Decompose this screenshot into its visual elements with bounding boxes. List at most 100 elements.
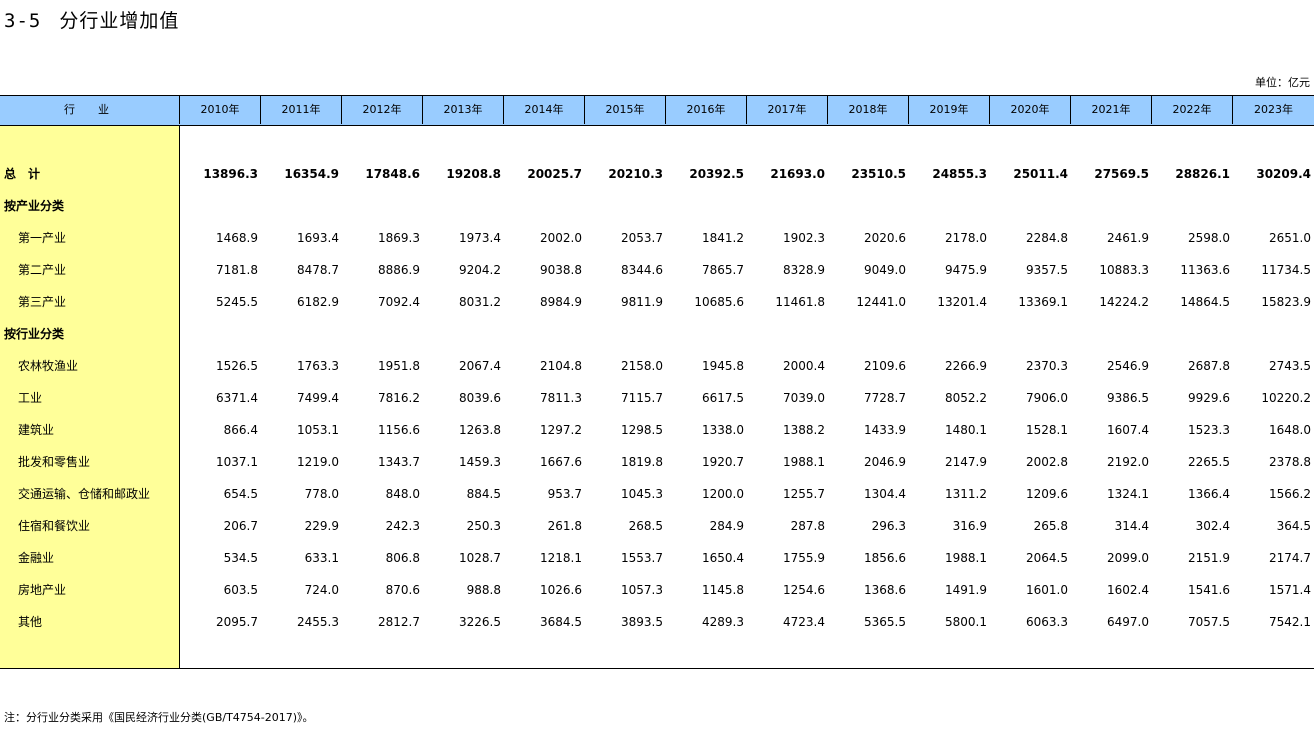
table-cell: 314.4 (1114, 519, 1149, 533)
table-cell: 8886.9 (378, 263, 420, 277)
table-cell: 1553.7 (621, 551, 663, 565)
table-cell: 6497.0 (1107, 615, 1149, 629)
table-cell: 8344.6 (621, 263, 663, 277)
table-cell: 2812.7 (378, 615, 420, 629)
header-year: 2018年 (828, 96, 909, 124)
table-row: 第二产业 7181.8 8478.7 8886.9 9204.2 9038.8 8344.6… (0, 260, 1314, 280)
table-cell: 1366.4 (1188, 487, 1230, 501)
table-cell: 848.0 (385, 487, 420, 501)
table-cell: 250.3 (466, 519, 501, 533)
table-cell: 1988.1 (783, 455, 825, 469)
table-cell: 1920.7 (702, 455, 744, 469)
table-row: 农林牧渔业 1526.5 1763.3 1951.8 2067.4 2104.8 2158.… (0, 356, 1314, 376)
table-cell: 268.5 (628, 519, 663, 533)
row-label: 房地产业 (18, 583, 67, 597)
table-cell: 9357.5 (1026, 263, 1068, 277)
table-cell: 9929.6 (1188, 391, 1230, 405)
table-cell: 633.1 (304, 551, 339, 565)
table-cell: 1601.0 (1026, 583, 1068, 597)
table-cell: 2178.0 (945, 231, 987, 245)
table-cell: 2067.4 (459, 359, 501, 373)
table-row: 第一产业 1468.9 1693.4 1869.3 1973.4 2002.0 2053.7… (0, 228, 1314, 248)
table-row: 批发和零售业 1037.1 1219.0 1343.7 1459.3 1667.6 1819… (0, 452, 1314, 472)
table-cell: 3226.5 (459, 615, 501, 629)
table-row: 工业 6371.4 7499.4 7816.2 8039.6 7811.3 7115.7 66… (0, 388, 1314, 408)
table-cell: 206.7 (223, 519, 258, 533)
table-cell: 1254.6 (783, 583, 825, 597)
table-cell: 1988.1 (945, 551, 987, 565)
table-cell: 1045.3 (621, 487, 663, 501)
table-row: 房地产业 603.5 724.0 870.6 988.8 1026.6 1057.3 1145… (0, 580, 1314, 600)
table-cell: 1650.4 (702, 551, 744, 565)
row-label: 第三产业 (18, 295, 67, 309)
table-cell: 7865.7 (702, 263, 744, 277)
table-cell: 261.8 (547, 519, 582, 533)
header-year: 2020年 (990, 96, 1071, 124)
table-cell: 3684.5 (540, 615, 582, 629)
table-row: 总 计 13896.3 16354.9 17848.6 19208.8 20025.7 20… (0, 164, 1314, 184)
row-label: 第一产业 (18, 231, 67, 245)
table-cell: 6182.9 (297, 295, 339, 309)
table-bottom-border (0, 668, 1314, 669)
table-cell: 9038.8 (540, 263, 582, 277)
table-cell: 229.9 (304, 519, 339, 533)
table-cell: 870.6 (385, 583, 420, 597)
table-cell: 8984.9 (540, 295, 582, 309)
table-cell: 1304.4 (864, 487, 906, 501)
table-cell: 13201.4 (937, 295, 987, 309)
table-cell: 1841.2 (702, 231, 744, 245)
table-cell: 7115.7 (621, 391, 663, 405)
table-cell: 603.5 (223, 583, 258, 597)
table-cell: 5245.5 (216, 295, 258, 309)
table-cell: 8478.7 (297, 263, 339, 277)
table-cell: 28826.1 (1175, 167, 1230, 181)
table-cell: 1338.0 (702, 423, 744, 437)
table-cell: 1200.0 (702, 487, 744, 501)
row-label: 工业 (18, 391, 43, 405)
table-cell: 1648.0 (1269, 423, 1311, 437)
row-label: 按产业分类 (4, 199, 65, 213)
table-cell: 6371.4 (216, 391, 258, 405)
table-cell: 1145.8 (702, 583, 744, 597)
table-cell: 1755.9 (783, 551, 825, 565)
table-cell: 10883.3 (1099, 263, 1149, 277)
table-cell: 2000.4 (783, 359, 825, 373)
header-year: 2014年 (504, 96, 585, 124)
table-cell: 2104.8 (540, 359, 582, 373)
table-cell: 2109.6 (864, 359, 906, 373)
table-cell: 20025.7 (527, 167, 582, 181)
table-cell: 30209.4 (1256, 167, 1311, 181)
table-cell: 2192.0 (1107, 455, 1149, 469)
table-header-row: 行 业 2010年 2011年 2012年 2013年 2014年 2015年 2016年 2… (0, 95, 1314, 126)
table-cell: 1255.7 (783, 487, 825, 501)
table-cell: 2687.8 (1188, 359, 1230, 373)
table-cell: 10685.6 (694, 295, 744, 309)
table-cell: 8052.2 (945, 391, 987, 405)
table-cell: 24855.3 (932, 167, 987, 181)
table-cell: 1528.1 (1026, 423, 1068, 437)
table-cell: 1037.1 (216, 455, 258, 469)
table-cell: 2046.9 (864, 455, 906, 469)
table-cell: 1219.0 (297, 455, 339, 469)
table-cell: 7816.2 (378, 391, 420, 405)
table-cell: 778.0 (304, 487, 339, 501)
table-cell: 23510.5 (851, 167, 906, 181)
table-cell: 14864.5 (1180, 295, 1230, 309)
table-cell: 1571.4 (1269, 583, 1311, 597)
table-cell: 296.3 (871, 519, 906, 533)
table-row: 其他 2095.7 2455.3 2812.7 3226.5 3684.5 3893.5 42… (0, 612, 1314, 632)
table-cell: 1298.5 (621, 423, 663, 437)
table-cell: 21693.0 (770, 167, 825, 181)
table-row: 交通运输、仓储和邮政业 654.5 778.0 848.0 884.5 953.7 1045… (0, 484, 1314, 504)
table-cell: 265.8 (1033, 519, 1068, 533)
table-cell: 25011.4 (1013, 167, 1068, 181)
table-cell: 1343.7 (378, 455, 420, 469)
table-number: 3-5 (4, 10, 42, 32)
table-cell: 1973.4 (459, 231, 501, 245)
table-cell: 1028.7 (459, 551, 501, 565)
table-cell: 806.8 (385, 551, 420, 565)
table-cell: 1053.1 (297, 423, 339, 437)
table-cell: 1311.2 (945, 487, 987, 501)
table-cell: 7057.5 (1188, 615, 1230, 629)
table-cell: 1368.6 (864, 583, 906, 597)
